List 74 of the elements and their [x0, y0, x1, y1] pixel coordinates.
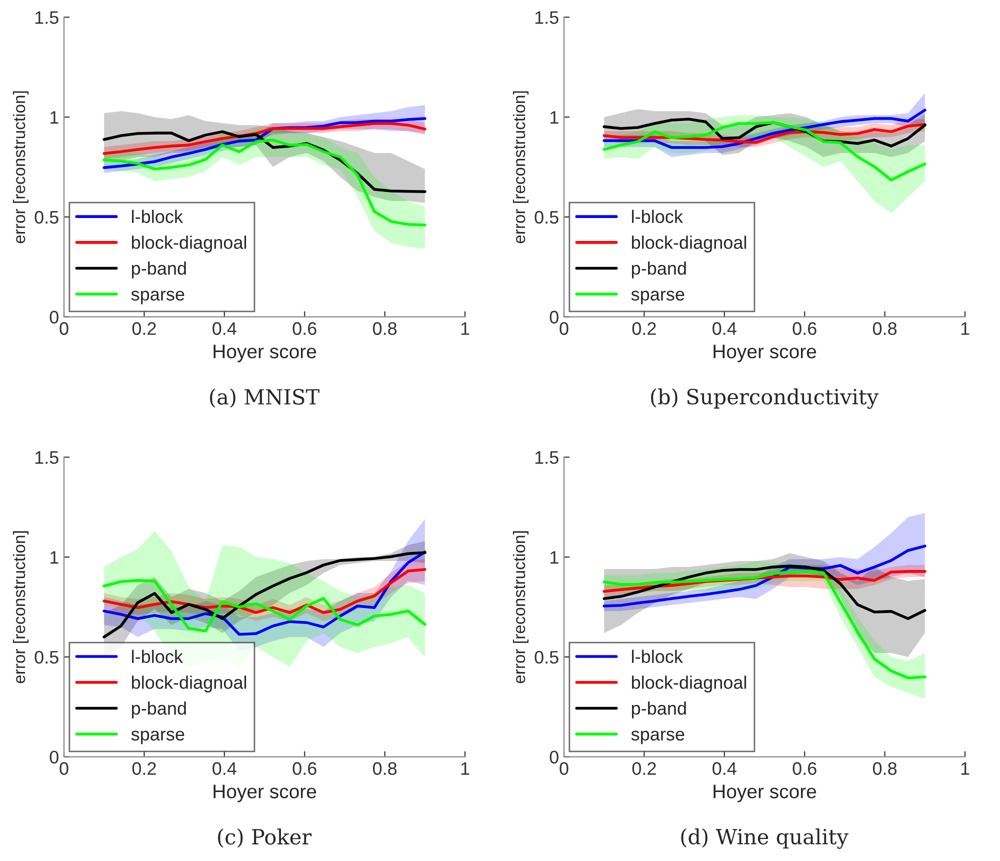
- x-tick-label: 0.6: [292, 322, 316, 335]
- legend-label: sparse: [131, 290, 184, 304]
- x-axis-title: Hoyer score: [714, 344, 816, 362]
- x-tick-label: 0.2: [132, 322, 156, 335]
- y-tick-label: 1: [50, 551, 58, 564]
- y-tick-label: 0.5: [534, 650, 558, 664]
- legend-label: l-block: [132, 650, 184, 664]
- y-axis-title: error [reconstruction]: [12, 531, 28, 684]
- x-tick-label: 0.4: [212, 762, 236, 775]
- y-tick-label: 1: [50, 111, 58, 124]
- x-tick-label: 0.2: [132, 762, 156, 775]
- x-axis-title: Hoyer score: [714, 784, 816, 802]
- x-tick-label: 0.4: [712, 762, 736, 775]
- legend-label: block-diagnoal: [132, 236, 246, 252]
- line-series: [102, 122, 426, 155]
- x-tick-label: 1: [461, 762, 470, 775]
- line-series: [602, 108, 926, 149]
- y-tick-label: 1.5: [35, 11, 58, 24]
- y-tick-label: 0: [550, 750, 558, 764]
- x-tick-label: 0.8: [372, 322, 397, 335]
- y-tick-label: 1.5: [535, 11, 558, 24]
- y-tick-label: 0.5: [34, 650, 58, 664]
- text: (a) MNIST: [210, 388, 320, 408]
- x-tick-label: 0.6: [792, 322, 816, 335]
- line-series: [602, 564, 926, 620]
- legend-label: p-band: [132, 701, 186, 718]
- legend-label: p-band: [632, 262, 686, 278]
- x-tick-label: 0: [560, 322, 568, 335]
- x-tick-label: 0.4: [712, 322, 736, 335]
- y-axis-title: error [reconstruction]: [12, 91, 28, 244]
- legend-label: sparse: [631, 290, 684, 304]
- x-axis-title: Hoyer score: [214, 344, 316, 362]
- x-tick-label: 0.4: [212, 322, 236, 335]
- x-tick-label: 1: [461, 322, 470, 335]
- y-tick-label: 0.5: [534, 210, 558, 224]
- y-axis-title: error [reconstruction]: [512, 91, 528, 244]
- legend-label: p-band: [132, 262, 186, 278]
- legend-label: sparse: [131, 730, 184, 744]
- x-tick-label: 0: [560, 762, 568, 775]
- y-tick-label: 1.5: [35, 451, 58, 464]
- text: (b) Superconductivity: [651, 388, 879, 409]
- x-tick-label: 0.6: [792, 762, 816, 775]
- y-tick-label: 1: [550, 551, 558, 564]
- x-tick-label: 0: [60, 322, 68, 335]
- legend-label: block-diagnoal: [132, 676, 246, 692]
- legend-label: block-diagnoal: [632, 676, 746, 692]
- y-tick-label: 0: [550, 310, 558, 324]
- y-tick-label: 0: [50, 310, 58, 324]
- y-tick-label: 1: [550, 111, 558, 124]
- x-tick-label: 0: [60, 762, 68, 775]
- legend-label: l-block: [132, 210, 184, 224]
- legend-label: l-block: [632, 210, 684, 224]
- y-tick-label: 0: [50, 750, 58, 764]
- legend-label: l-block: [632, 650, 684, 664]
- y-tick-label: 1.5: [535, 451, 558, 464]
- x-tick-label: 1: [961, 322, 970, 335]
- line-series: [602, 121, 926, 182]
- text: (d) Wine quality: [681, 828, 848, 849]
- x-tick-label: 0.8: [872, 322, 897, 335]
- y-tick-label: 0.5: [34, 210, 58, 224]
- text: (c) Poker: [218, 828, 312, 848]
- legend-label: sparse: [631, 730, 684, 744]
- legend-label: block-diagnoal: [632, 236, 746, 252]
- x-tick-label: 0.2: [632, 322, 656, 335]
- y-axis-title: error [reconstruction]: [512, 531, 528, 684]
- x-tick-label: 1: [961, 762, 970, 775]
- x-tick-label: 0.2: [632, 762, 656, 775]
- x-tick-label: 0.6: [292, 762, 316, 775]
- legend-label: p-band: [632, 701, 686, 718]
- x-tick-label: 0.8: [872, 762, 897, 775]
- x-axis-title: Hoyer score: [214, 784, 316, 802]
- line-series: [102, 579, 426, 632]
- line-series: [102, 138, 426, 226]
- x-tick-label: 0.8: [372, 762, 397, 775]
